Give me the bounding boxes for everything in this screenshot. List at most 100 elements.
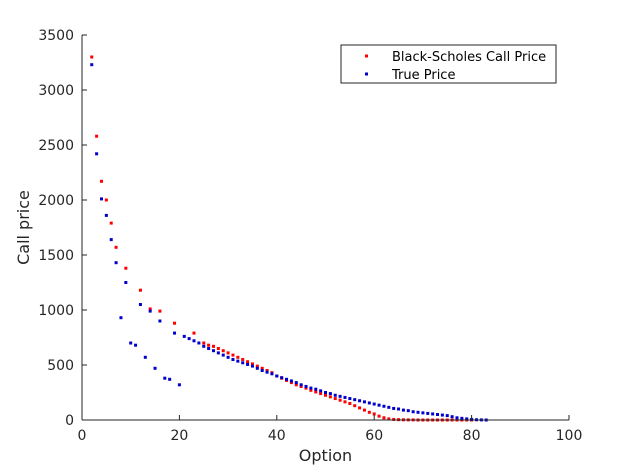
y-tick-label: 1000	[38, 303, 74, 319]
true-price-point	[348, 397, 352, 401]
true-price-point	[241, 361, 245, 365]
true-price-point	[377, 403, 381, 407]
black-scholes-point	[138, 288, 142, 292]
black-scholes-point	[255, 364, 259, 368]
true-price-point	[319, 389, 323, 393]
black-scholes-point	[338, 398, 342, 402]
true-price-point	[372, 402, 376, 406]
y-tick-label: 1500	[38, 248, 74, 264]
black-scholes-point	[216, 347, 220, 350]
legend-box	[340, 44, 557, 84]
black-scholes-point	[173, 321, 177, 325]
true-price-point	[95, 152, 99, 156]
true-price-point	[343, 395, 347, 399]
legend-label-black-scholes: Black-Scholes Call Price	[392, 50, 546, 65]
true-price-point	[216, 351, 220, 355]
true-price-point	[246, 362, 250, 366]
true-price-point	[362, 400, 366, 404]
true-price-point	[148, 309, 152, 313]
black-scholes-point	[104, 198, 108, 202]
black-scholes-point	[392, 417, 396, 421]
black-scholes-point	[226, 351, 230, 355]
true-price-point	[285, 377, 289, 381]
true-price-point	[299, 383, 303, 387]
black-scholes-point	[265, 369, 269, 372]
true-price-point	[129, 341, 133, 345]
true-price-point	[426, 411, 430, 415]
true-price-point	[416, 410, 420, 414]
true-price-point	[455, 416, 459, 420]
true-price-point	[124, 281, 128, 284]
true-price-point	[275, 374, 279, 378]
black-scholes-point	[158, 309, 162, 313]
black-scholes-point	[246, 360, 250, 364]
true-price-point	[294, 381, 298, 385]
true-price-point	[304, 384, 308, 388]
black-scholes-point	[241, 358, 245, 361]
black-scholes-point	[328, 395, 332, 399]
true-price-point	[211, 349, 215, 353]
x-tick-label: 40	[268, 428, 286, 444]
black-scholes-point	[362, 408, 366, 412]
true-price-point	[197, 341, 201, 345]
true-price-point	[445, 414, 449, 418]
true-price-point	[387, 405, 391, 409]
true-price-point	[436, 413, 440, 416]
plot-marks	[90, 55, 488, 422]
true-price-point	[392, 406, 396, 410]
true-price-point	[397, 407, 401, 411]
true-price-point	[309, 386, 313, 390]
true-price-point	[231, 358, 235, 361]
true-price-point	[465, 417, 469, 421]
y-tick-label: 2000	[38, 193, 74, 209]
true-price-point	[460, 416, 464, 420]
axes	[81, 35, 569, 421]
black-scholes-point	[192, 331, 196, 335]
y-tick-label: 3000	[38, 83, 74, 99]
true-price-point	[163, 376, 167, 380]
black-scholes-point	[148, 307, 152, 311]
black-scholes-point	[314, 390, 318, 394]
y-axis-title: Call price	[14, 190, 33, 265]
true-price-point	[450, 415, 454, 419]
true-price-point	[104, 213, 108, 217]
true-price-point	[367, 401, 371, 405]
true-price-point	[177, 383, 181, 387]
black-scholes-point	[294, 383, 298, 387]
true-price-point	[192, 339, 196, 343]
black-scholes-point	[202, 341, 206, 345]
true-price-point	[270, 372, 274, 376]
true-price-point	[119, 316, 123, 320]
true-price-point	[260, 369, 264, 372]
legend-label-true-price: True Price	[391, 68, 455, 83]
black-scholes-point	[124, 266, 128, 270]
black-scholes-point	[333, 397, 337, 401]
true-price-point	[173, 331, 177, 335]
black-scholes-point	[109, 221, 113, 225]
black-scholes-point	[324, 393, 327, 397]
x-tick-label: 100	[556, 428, 583, 444]
true-price-point	[182, 334, 186, 338]
black-scholes-point	[304, 386, 308, 390]
black-scholes-point	[99, 179, 103, 183]
true-price-point	[440, 413, 444, 417]
true-price-point	[289, 379, 293, 383]
true-price-point	[168, 377, 172, 381]
true-price-point	[221, 353, 225, 357]
true-price-point	[324, 391, 327, 394]
true-price-point	[109, 238, 113, 242]
true-price-point	[401, 408, 405, 412]
true-price-point	[411, 410, 415, 414]
legend-marker-black-scholes	[365, 54, 368, 58]
true-price-point	[114, 261, 118, 265]
black-scholes-point	[387, 417, 391, 421]
y-tick-label: 3500	[38, 28, 74, 44]
x-tick-label: 80	[463, 428, 481, 444]
true-price-point	[250, 364, 254, 368]
true-price-point	[280, 376, 284, 380]
black-scholes-point	[114, 245, 118, 249]
black-scholes-point	[231, 353, 235, 357]
black-scholes-point	[319, 392, 323, 396]
true-price-point	[143, 355, 147, 359]
